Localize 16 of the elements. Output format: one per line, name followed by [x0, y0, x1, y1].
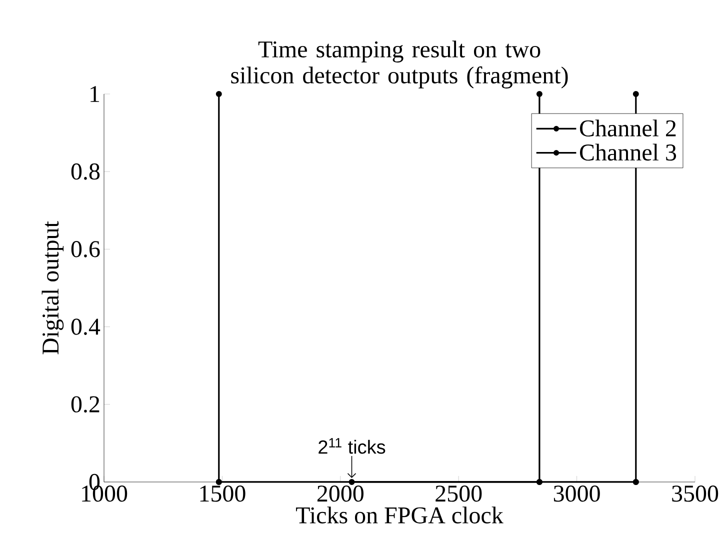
y-tick-label: 0.2 [71, 396, 100, 413]
x-tick-label: 3500 [672, 486, 718, 502]
x-tick-label: 2000 [317, 486, 364, 502]
legend-label: Channel 2 [580, 120, 676, 136]
x-tick-label: 3000 [554, 486, 600, 502]
x-axis-title: Ticks on FPGA clock [296, 506, 504, 524]
annotation: 2$^{11}$ ticks [318, 438, 386, 454]
x-tick-label: 2500 [436, 486, 482, 502]
y-tick-label: 0.8 [71, 163, 100, 180]
y-tick-label: 0.4 [71, 318, 100, 335]
x-tick-label: 1500 [200, 486, 246, 502]
y-axis-title: Digital output [42, 221, 64, 354]
y-tick-label: 0.6 [71, 241, 100, 258]
legend-label: Channel 3 [580, 144, 676, 161]
chart-title: Time stamping result on two silicon detector outputs (fragment) [231, 40, 568, 88]
y-tick-label: 1 [90, 86, 100, 102]
